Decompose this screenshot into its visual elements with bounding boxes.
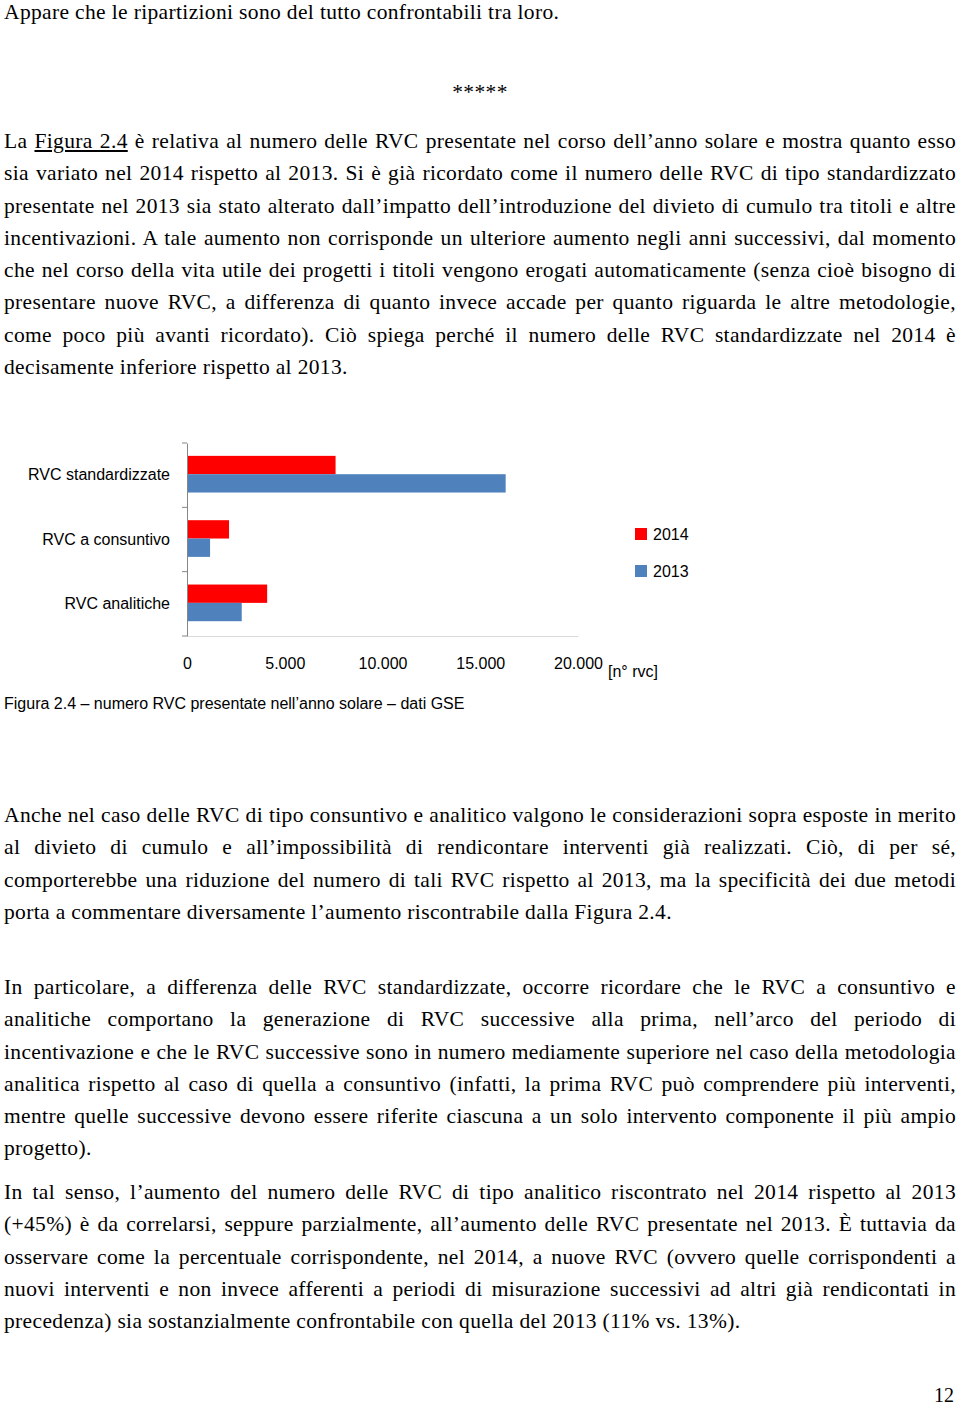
link: Figura 2.4 xyxy=(34,129,127,153)
legend-label: 2013 xyxy=(653,563,689,580)
paragraph: In tal senso, l’aumento del numero delle… xyxy=(4,1176,956,1337)
legend-swatch xyxy=(635,528,647,540)
bar xyxy=(187,474,506,492)
category-label: RVC a consuntivo xyxy=(42,531,170,548)
x-tick: 0 xyxy=(183,636,192,672)
legend: 2014 2013 xyxy=(635,526,689,580)
bars xyxy=(187,456,506,621)
caption: Figura 2.4 – numero RVC presentate nell’… xyxy=(4,695,464,713)
x-tick-label: 5.000 xyxy=(265,655,305,672)
page-number: 12 xyxy=(934,1384,954,1407)
paragraph: La Figura 2.4 è relativa al numero delle… xyxy=(4,125,956,383)
bar xyxy=(187,456,336,474)
category-label: RVC analitiche xyxy=(64,595,170,612)
chart: 0 5.000 10.000 15.000 20.000 RVC standardizza… xyxy=(0,430,960,690)
x-axis-title: [n° rvc] xyxy=(608,663,658,680)
y-tick: RVC a consuntivo xyxy=(42,531,187,548)
x-axis-line xyxy=(188,636,579,637)
paragraph: In particolare, a differenza delle RVC s… xyxy=(4,971,956,1165)
x-axis: 0 5.000 10.000 15.000 20.000 xyxy=(183,636,603,672)
paragraph: Anche nel caso delle RVC di tipo consunt… xyxy=(4,799,956,928)
y-tick: RVC analitiche xyxy=(64,595,187,612)
x-tick: 5.000 xyxy=(265,636,305,672)
y-boundary-tick xyxy=(182,636,187,637)
x-tick: 15.000 xyxy=(456,636,505,672)
y-boundary-tick xyxy=(182,571,187,572)
y-boundary-tick xyxy=(182,443,187,444)
legend-swatch xyxy=(635,565,647,577)
legend-label: 2014 xyxy=(653,526,689,543)
x-tick-label: 15.000 xyxy=(456,655,505,672)
x-tick-label: 0 xyxy=(183,655,192,672)
x-tick: 10.000 xyxy=(359,636,408,672)
category-label: RVC standardizzate xyxy=(28,466,170,483)
x-tick-label: 20.000 xyxy=(554,655,603,672)
paragraph: Appare che le ripartizioni sono del tutt… xyxy=(4,0,956,28)
y-boundary-tick xyxy=(182,507,187,508)
x-tick: 20.000 xyxy=(554,636,603,672)
bar xyxy=(187,585,267,603)
bar xyxy=(187,603,242,621)
text: La xyxy=(4,129,34,153)
y-tick: RVC standardizzate xyxy=(28,466,187,483)
y-axis: RVC standardizzate RVC a consuntivo RVC an… xyxy=(28,444,188,637)
separator: ***** xyxy=(4,76,956,108)
y-axis-line xyxy=(187,444,188,637)
bar xyxy=(187,539,210,557)
x-tick-label: 10.000 xyxy=(359,655,408,672)
bar xyxy=(187,520,229,538)
text: è relativa al numero delle RVC presentat… xyxy=(4,129,956,379)
